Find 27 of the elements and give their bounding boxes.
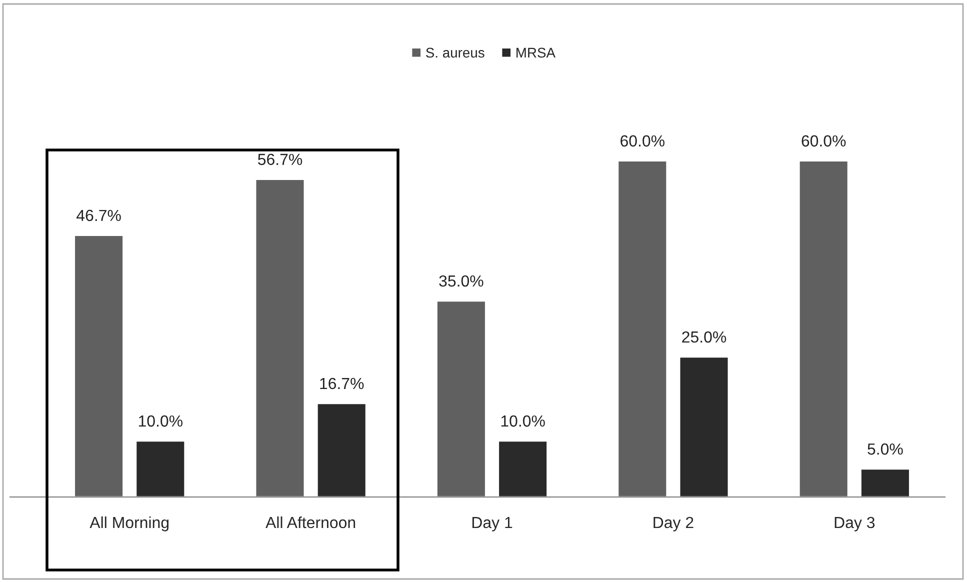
bar: [678, 356, 730, 497]
bar: [436, 300, 486, 497]
legend-label: MRSA: [516, 48, 556, 58]
bar: [74, 234, 124, 497]
x-tick-label: Day 2: [654, 516, 694, 532]
legend-label: S. aureus: [426, 48, 484, 58]
data-label: 10.0%: [501, 415, 545, 427]
data-label: 5.0%: [868, 443, 903, 455]
x-tick-label: All Afternoon: [266, 516, 356, 528]
data-label: 25.0%: [682, 331, 726, 343]
bar: [498, 440, 548, 497]
x-tick-label: All Morning: [90, 516, 169, 532]
data-label: 46.7%: [76, 210, 121, 222]
bar: [617, 160, 668, 497]
bar: [254, 178, 306, 497]
x-tick-label: Day 1: [472, 517, 512, 532]
bar: [135, 440, 186, 497]
data-label: 60.0%: [620, 135, 664, 147]
x-tick-label: Day 3: [834, 516, 875, 532]
data-label: 16.7%: [320, 378, 364, 390]
bar: [798, 160, 849, 497]
bar: [316, 402, 367, 497]
data-label: 56.7%: [258, 154, 302, 166]
bar: [860, 468, 910, 497]
data-label: 35.0%: [439, 275, 484, 287]
data-label: 60.0%: [802, 135, 846, 147]
data-label: 10.0%: [138, 415, 182, 427]
